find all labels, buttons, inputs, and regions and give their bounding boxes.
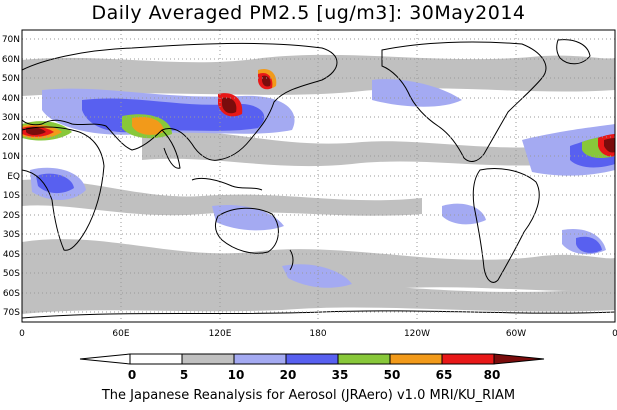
colorbar-low-arrow xyxy=(79,353,131,365)
colorbar-ticks: 0 5 10 20 35 50 65 80 xyxy=(128,368,501,382)
colorbar-seg-35-50 xyxy=(337,353,391,365)
colorbar-seg-0-5 xyxy=(129,353,183,365)
lat-label: 40N xyxy=(2,94,20,104)
lat-label: 40S xyxy=(3,250,20,260)
africa-outline xyxy=(21,126,105,251)
colorbar-high-arrow xyxy=(493,353,545,365)
colorbar-tick: 35 xyxy=(332,368,349,382)
lat-labels: 70N 60N 50N 40N 30N 20N 10N EQ 10S 20S 3… xyxy=(2,35,20,318)
indonesia-outline xyxy=(191,177,263,191)
lon-label: 180 xyxy=(309,329,326,339)
lon-label: 0 xyxy=(612,329,617,339)
colorbar: 0 5 10 20 35 50 65 80 xyxy=(79,353,545,382)
colorbar-seg-50-65 xyxy=(389,353,443,365)
lat-label: 50S xyxy=(3,269,20,279)
lon-label: 60E xyxy=(112,329,129,339)
india-outline xyxy=(161,129,181,169)
colorbar-tick: 20 xyxy=(280,368,297,382)
lon-label: 0 xyxy=(19,329,25,339)
footer-credit: The Japanese Reanalysis for Aerosol (JRA… xyxy=(101,388,516,403)
greenland-outline xyxy=(556,39,591,65)
map-title: Daily Averaged PM2.5 [ug/m3]: 30May2014 xyxy=(91,2,526,24)
lat-label: 70N xyxy=(2,35,20,45)
lat-label: 20S xyxy=(3,211,20,221)
new-zealand-outline xyxy=(289,249,294,271)
colorbar-seg-65-80 xyxy=(441,353,495,365)
lat-label: 10N xyxy=(2,152,20,162)
lat-label: 60S xyxy=(3,289,20,299)
lat-label: 10S xyxy=(3,191,20,201)
lon-label: 120E xyxy=(209,329,232,339)
lat-label: 30S xyxy=(3,230,20,240)
lat-label: 30N xyxy=(2,113,20,123)
grid-lines xyxy=(22,30,615,322)
colorbar-seg-10-20 xyxy=(233,353,287,365)
australia-outline xyxy=(214,207,279,254)
north-america-outline xyxy=(381,41,547,162)
south-america-outline xyxy=(472,168,540,283)
map-frame xyxy=(21,29,616,323)
lon-label: 120W xyxy=(404,329,430,339)
lat-label: 70S xyxy=(3,308,20,318)
pm25-shading xyxy=(22,54,615,314)
colorbar-tick: 0 xyxy=(128,368,136,382)
colorbar-tick: 65 xyxy=(436,368,453,382)
eurasia-outline xyxy=(21,42,338,161)
colorbar-tick: 80 xyxy=(484,368,501,382)
lon-labels: 0 60E 120E 180 120W 60W 0 xyxy=(19,329,617,339)
lat-label: 60N xyxy=(2,55,20,65)
map-area: 70N 60N 50N 40N 30N 20N 10N EQ 10S 20S 3… xyxy=(2,29,617,339)
lon-label: 60W xyxy=(506,329,526,339)
lat-label: 20N xyxy=(2,133,20,143)
colorbar-seg-20-35 xyxy=(285,353,339,365)
colorbar-seg-5-10 xyxy=(181,353,235,365)
colorbar-tick: 50 xyxy=(384,368,401,382)
lat-label: 50N xyxy=(2,74,20,84)
colorbar-tick: 5 xyxy=(180,368,188,382)
colorbar-tick: 10 xyxy=(228,368,245,382)
lat-label: EQ xyxy=(7,172,20,182)
